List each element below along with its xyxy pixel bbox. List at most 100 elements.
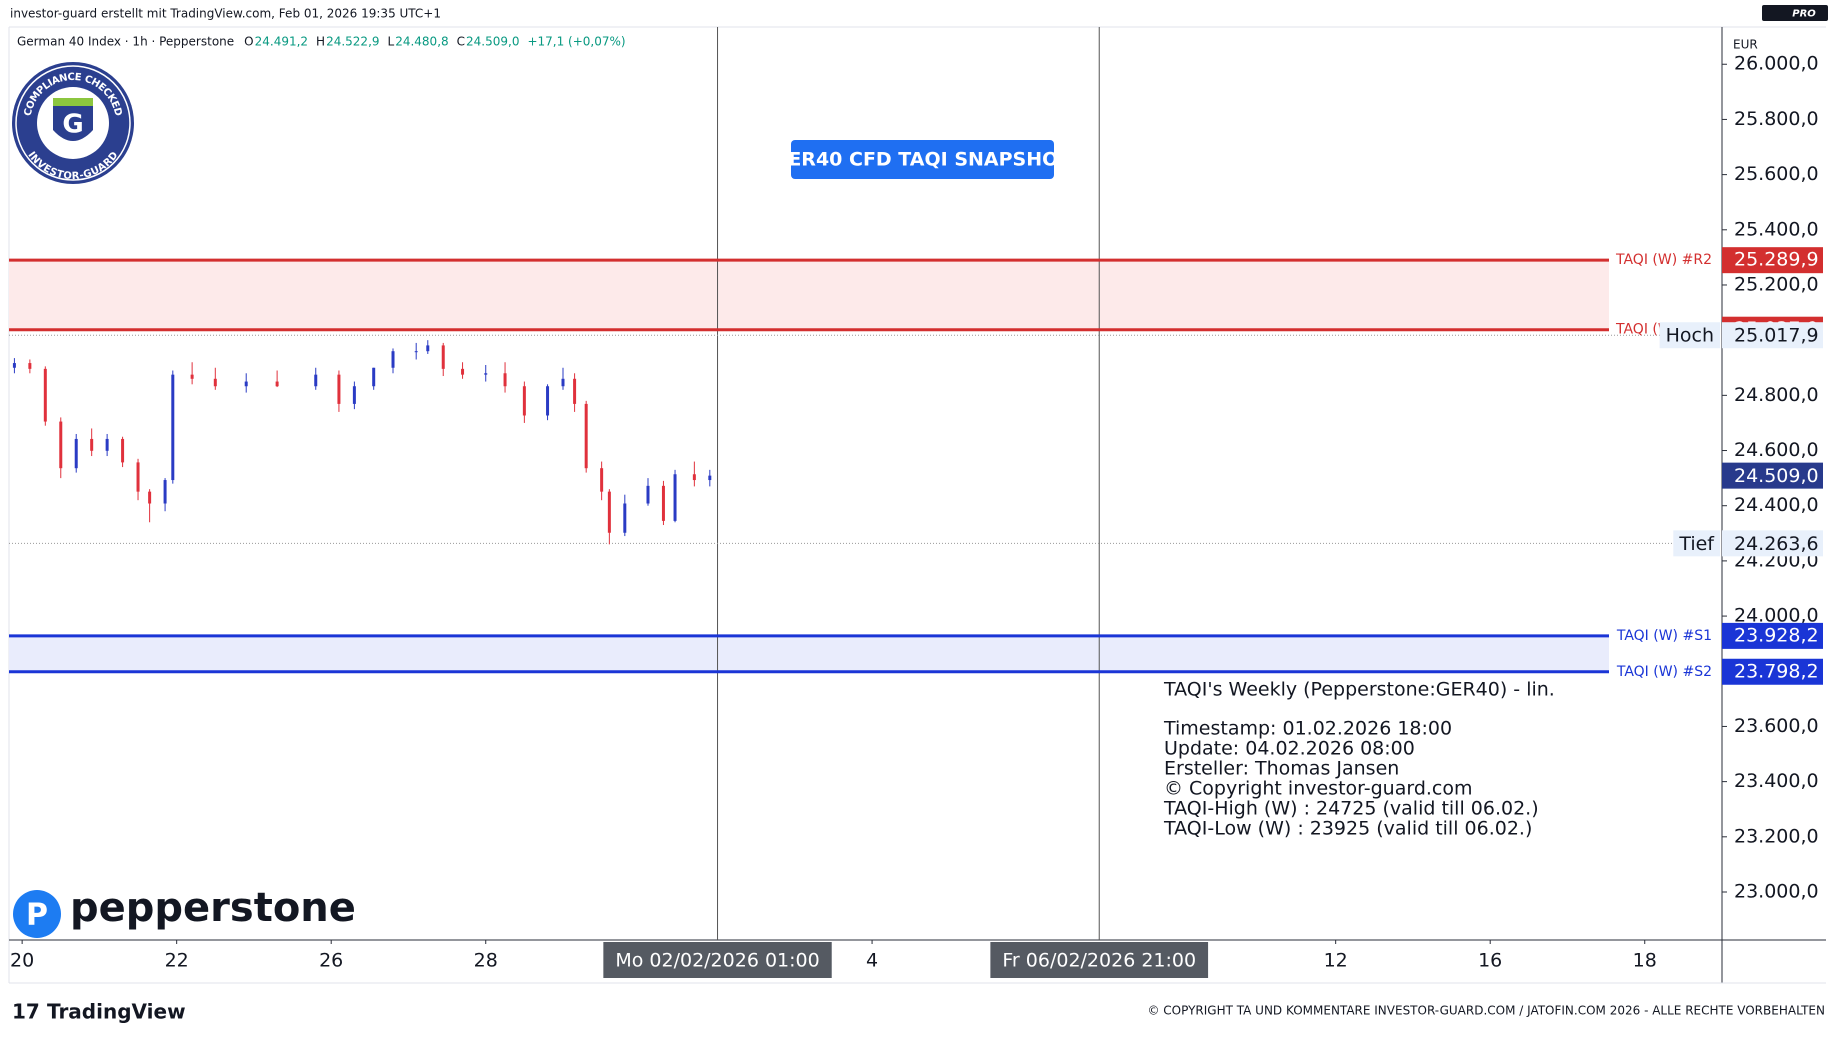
last-price-bg	[1722, 462, 1823, 489]
x-tick-label: 4	[866, 950, 878, 972]
candle-body	[352, 386, 356, 404]
candle-body	[190, 374, 194, 379]
tv-pro-text: PRO	[1792, 9, 1816, 20]
text-block-line: © Copyright investor-guard.com	[1164, 778, 1473, 800]
candle-body	[623, 503, 627, 533]
y-tick-label: 24.000,0	[1734, 605, 1819, 627]
legend-change: +17,1 (+0,07%)	[527, 35, 625, 49]
level-price: 23.798,2	[1734, 660, 1819, 682]
extreme-name: Hoch	[1666, 325, 1714, 347]
level-price-bg	[1722, 658, 1823, 685]
extreme-price: 25.017,9	[1734, 325, 1819, 347]
candle-body	[90, 438, 94, 451]
candle-body	[708, 475, 712, 481]
text-block-line: Ersteller: Thomas Jansen	[1164, 758, 1399, 780]
candle-body	[426, 345, 430, 352]
extreme-price-bg	[1722, 322, 1823, 349]
text-block-line: TAQI's Weekly (Pepperstone:GER40) - lin.	[1163, 679, 1555, 701]
x-tick-label: 22	[165, 950, 189, 972]
header-caption: investor-guard erstellt mit TradingView.…	[10, 7, 441, 21]
candle-body	[105, 438, 109, 451]
x-tick-label: 12	[1324, 950, 1348, 972]
x-tick-label: 16	[1478, 950, 1502, 972]
candle-body	[121, 438, 125, 463]
text-block-line: TAQI-Low (W) : 23925 (valid till 06.02.)	[1163, 818, 1532, 840]
candle-body	[43, 368, 47, 422]
x-tick-label: 18	[1633, 950, 1657, 972]
candle-body	[692, 474, 696, 481]
candle-body	[646, 485, 650, 504]
annotation-box	[791, 140, 1054, 179]
level-zone	[9, 260, 1609, 330]
ohlc-legend: German 40 Index · 1h · Pepperstone O 24.49…	[17, 35, 626, 49]
candle-body	[163, 480, 167, 504]
candle-body	[28, 363, 32, 369]
x-tick-label-bg	[603, 942, 832, 978]
level-zone	[9, 635, 1609, 672]
legend-symbol: German 40 Index · 1h · Pepperstone	[17, 35, 234, 49]
annotation: GER40 CFD TAQI SNAPSHOT	[773, 149, 1072, 171]
candle-body	[461, 368, 465, 375]
x-tick-label-bg	[990, 942, 1209, 978]
legend-key: H	[316, 35, 325, 49]
pepperstone-icon-letter: P	[26, 898, 48, 933]
badge-ring	[15, 65, 131, 181]
tv-icon: 17	[12, 1000, 40, 1024]
candle-body	[314, 374, 318, 387]
y-tick-label: 23.000,0	[1734, 880, 1819, 902]
y-tick-label: 25.600,0	[1734, 163, 1819, 185]
candle-body	[522, 386, 526, 416]
candle-body	[546, 386, 550, 416]
candle-body	[148, 491, 152, 504]
candle-body	[484, 373, 488, 375]
y-tick-label: 23.600,0	[1734, 715, 1819, 737]
x-tick-label: Mo 02/02/2026 01:00	[615, 950, 819, 972]
pepperstone-logo: P pepperstone	[13, 885, 356, 938]
x-tick-label: 20	[10, 950, 34, 972]
plot-area	[9, 27, 1722, 940]
candle-body	[673, 474, 677, 521]
y-tick-label: 26.000,0	[1734, 53, 1819, 75]
extreme-price: 24.263,6	[1734, 533, 1819, 555]
badge-letter: G	[62, 110, 83, 140]
candle-body	[244, 381, 248, 387]
x-tick-label: Fr 06/02/2026 21:00	[1002, 950, 1196, 972]
extreme-name-bg	[1673, 530, 1720, 557]
candle-body	[337, 374, 341, 404]
x-tick-label: 26	[319, 950, 343, 972]
legend-value: 24.509,0	[466, 35, 519, 49]
pepperstone-icon	[13, 890, 61, 938]
badge-shield	[53, 98, 93, 141]
legend-key: L	[388, 35, 395, 49]
legend-value: 24.491,2	[255, 35, 308, 49]
extreme-price-bg	[1722, 530, 1823, 557]
text-block: TAQI's Weekly (Pepperstone:GER40) - lin.…	[1163, 679, 1555, 840]
candle-body	[573, 378, 577, 404]
y-tick-label: 23.400,0	[1734, 770, 1819, 792]
level-price: 25.289,9	[1734, 249, 1819, 271]
y-tick-label: 25.800,0	[1734, 108, 1819, 130]
candle-body	[59, 421, 63, 469]
candle-body	[12, 363, 16, 368]
x-tick-label: 28	[474, 950, 498, 972]
candle-body	[171, 374, 175, 481]
y-tick-label: 24.800,0	[1734, 384, 1819, 406]
last-price: 24.509,0	[1734, 465, 1819, 487]
level-name: TAQI (W) #R2	[1615, 252, 1712, 268]
level-price-bg	[1722, 247, 1823, 274]
level-price: 23.928,2	[1734, 624, 1819, 646]
text-block-line: TAQI-High (W) : 24725 (valid till 06.02.…	[1163, 798, 1539, 820]
candle-body	[584, 403, 588, 469]
legend-key: C	[457, 35, 465, 49]
candle-body	[441, 345, 445, 369]
legend-value: 24.480,8	[395, 35, 448, 49]
y-tick-label: 24.400,0	[1734, 494, 1819, 516]
candle-body	[503, 373, 507, 387]
candle-body	[74, 438, 78, 469]
y-tick-label: 24.600,0	[1734, 439, 1819, 461]
candle-body	[372, 367, 376, 387]
candle-body	[661, 485, 665, 521]
level-name: TAQI (W) #S2	[1616, 664, 1712, 680]
